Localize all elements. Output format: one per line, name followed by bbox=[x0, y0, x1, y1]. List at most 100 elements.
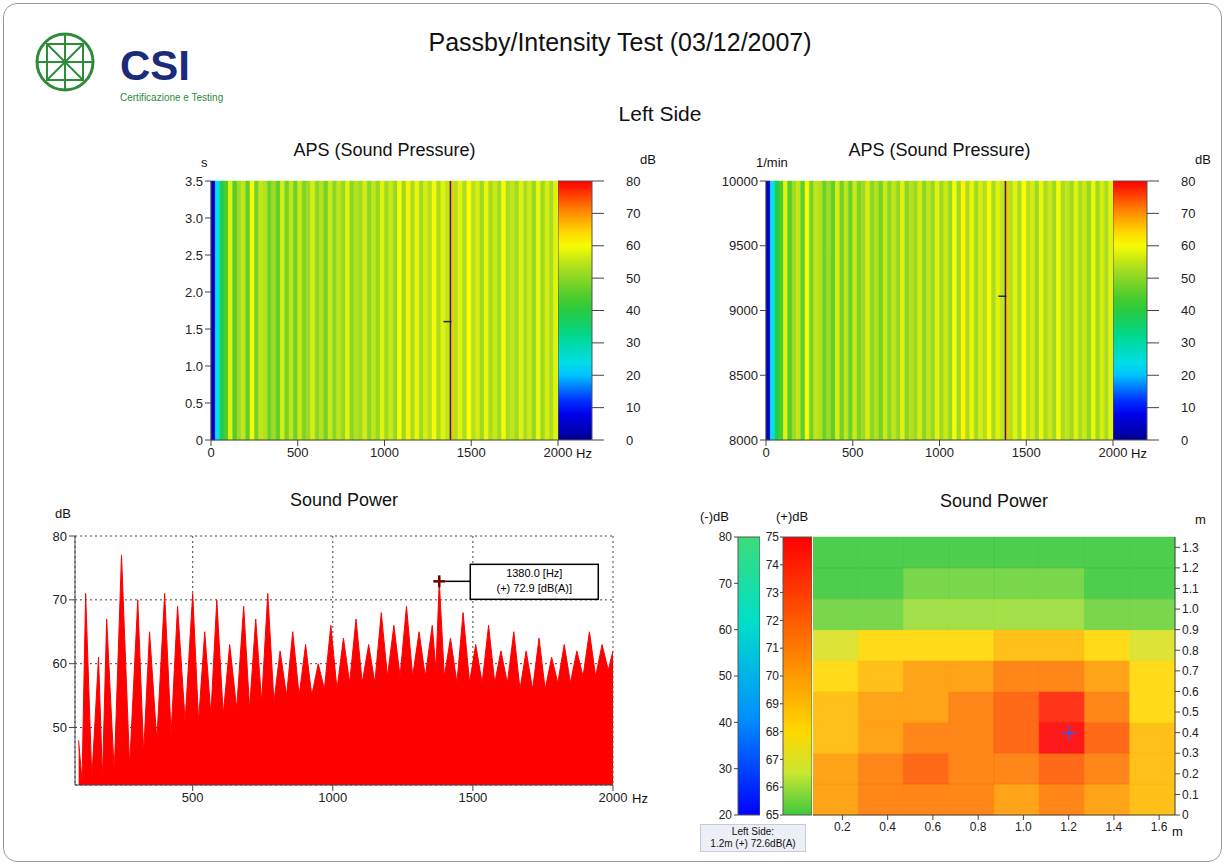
html-text:CSI: CSI bbox=[120, 42, 190, 89]
svg-text:1.0: 1.0 bbox=[185, 359, 203, 374]
svg-text:1.5: 1.5 bbox=[185, 322, 203, 337]
svg-text:70: 70 bbox=[766, 669, 780, 683]
svg-text:0.2: 0.2 bbox=[1182, 767, 1199, 781]
svg-text:(+) 72.9 [dB(A)]: (+) 72.9 [dB(A)] bbox=[497, 582, 573, 594]
svg-text:50: 50 bbox=[53, 720, 67, 735]
svg-text:66: 66 bbox=[766, 780, 780, 794]
svg-text:80: 80 bbox=[53, 529, 67, 544]
svg-text:70: 70 bbox=[626, 206, 640, 221]
svg-text:65: 65 bbox=[766, 808, 780, 822]
html-text:APS (Sound Pressure): APS (Sound Pressure) bbox=[848, 140, 1031, 160]
svg-text:500: 500 bbox=[287, 445, 309, 460]
svg-text:0.2: 0.2 bbox=[834, 820, 851, 834]
svg-text:0.1: 0.1 bbox=[1182, 788, 1199, 802]
svg-text:0.3: 0.3 bbox=[1182, 746, 1199, 760]
svg-text:20: 20 bbox=[1181, 368, 1195, 383]
svg-text:50: 50 bbox=[1181, 271, 1195, 286]
html-text:Sound Power: Sound Power bbox=[290, 490, 398, 510]
svg-text:1000: 1000 bbox=[370, 445, 399, 460]
svg-text:60: 60 bbox=[53, 656, 67, 671]
svg-text:10: 10 bbox=[626, 400, 640, 415]
svg-text:50: 50 bbox=[626, 271, 640, 286]
svg-text:50: 50 bbox=[719, 669, 733, 683]
svg-text:1.6: 1.6 bbox=[1151, 820, 1168, 834]
svg-text:20: 20 bbox=[626, 368, 640, 383]
svg-text:0.4: 0.4 bbox=[1182, 726, 1199, 740]
html-text:Sound Power: Sound Power bbox=[940, 491, 1048, 511]
svg-text:9000: 9000 bbox=[729, 303, 758, 318]
svg-text:20: 20 bbox=[719, 808, 733, 822]
svg-text:0.6: 0.6 bbox=[925, 820, 942, 834]
svg-text:1.0: 1.0 bbox=[1182, 602, 1199, 616]
svg-text:0.6: 0.6 bbox=[1182, 685, 1199, 699]
svg-text:71: 71 bbox=[766, 641, 780, 655]
svg-text:2.0: 2.0 bbox=[185, 285, 203, 300]
svg-text:73: 73 bbox=[766, 586, 780, 600]
svg-text:40: 40 bbox=[1181, 303, 1195, 318]
svg-text:74: 74 bbox=[766, 558, 780, 572]
svg-text:1500: 1500 bbox=[457, 445, 486, 460]
svg-text:0.5: 0.5 bbox=[1182, 705, 1199, 719]
svg-text:2000: 2000 bbox=[544, 445, 573, 460]
svg-text:9500: 9500 bbox=[729, 238, 758, 253]
svg-text:1500: 1500 bbox=[1012, 445, 1041, 460]
svg-text:1.4: 1.4 bbox=[1106, 820, 1123, 834]
svg-text:1000: 1000 bbox=[318, 790, 347, 805]
svg-text:1.0: 1.0 bbox=[1015, 820, 1032, 834]
svg-text:30: 30 bbox=[1181, 335, 1195, 350]
svg-text:1.2: 1.2 bbox=[1182, 561, 1199, 575]
svg-text:8500: 8500 bbox=[729, 368, 758, 383]
svg-text:2000: 2000 bbox=[1099, 445, 1128, 460]
svg-text:67: 67 bbox=[766, 753, 780, 767]
svg-text:0: 0 bbox=[1181, 433, 1188, 448]
svg-text:75: 75 bbox=[766, 530, 780, 544]
svg-text:2.5: 2.5 bbox=[185, 248, 203, 263]
svg-text:500: 500 bbox=[842, 445, 864, 460]
svg-text:68: 68 bbox=[766, 725, 780, 739]
svg-text:70: 70 bbox=[53, 592, 67, 607]
html-text:Left Side: Left Side bbox=[618, 102, 702, 125]
svg-text:69: 69 bbox=[766, 697, 780, 711]
svg-text:0.7: 0.7 bbox=[1182, 664, 1199, 678]
svg-text:0.8: 0.8 bbox=[1182, 644, 1199, 658]
svg-text:70: 70 bbox=[719, 577, 733, 591]
svg-text:30: 30 bbox=[719, 762, 733, 776]
svg-text:0: 0 bbox=[762, 445, 769, 460]
svg-text:1000: 1000 bbox=[925, 445, 954, 460]
svg-text:3.0: 3.0 bbox=[185, 211, 203, 226]
svg-text:0: 0 bbox=[207, 445, 214, 460]
svg-text:40: 40 bbox=[719, 716, 733, 730]
html-text:APS (Sound Pressure): APS (Sound Pressure) bbox=[293, 140, 476, 160]
svg-text:60: 60 bbox=[626, 238, 640, 253]
svg-text:2000: 2000 bbox=[599, 790, 628, 805]
svg-text:1.2: 1.2 bbox=[1060, 820, 1077, 834]
svg-text:0.5: 0.5 bbox=[185, 396, 203, 411]
svg-text:30: 30 bbox=[626, 335, 640, 350]
svg-text:60: 60 bbox=[1181, 238, 1195, 253]
svg-text:72: 72 bbox=[766, 614, 780, 628]
svg-text:10000: 10000 bbox=[722, 174, 758, 189]
svg-text:80: 80 bbox=[626, 174, 640, 189]
html-text:Hz: Hz bbox=[576, 446, 592, 461]
html-text:dB: dB bbox=[640, 152, 656, 167]
svg-text:3.5: 3.5 bbox=[185, 174, 203, 189]
svg-text:60: 60 bbox=[719, 623, 733, 637]
svg-text:0: 0 bbox=[626, 433, 633, 448]
svg-text:1500: 1500 bbox=[458, 790, 487, 805]
svg-text:40: 40 bbox=[626, 303, 640, 318]
svg-text:10: 10 bbox=[1181, 400, 1195, 415]
svg-text:0: 0 bbox=[196, 433, 203, 448]
svg-text:70: 70 bbox=[1181, 206, 1195, 221]
svg-text:80: 80 bbox=[1181, 174, 1195, 189]
svg-text:0: 0 bbox=[1182, 808, 1189, 822]
svg-text:1.3: 1.3 bbox=[1182, 541, 1199, 555]
svg-text:8000: 8000 bbox=[729, 433, 758, 448]
svg-text:0.4: 0.4 bbox=[879, 820, 896, 834]
svg-text:1.1: 1.1 bbox=[1182, 582, 1199, 596]
svg-text:0.8: 0.8 bbox=[970, 820, 987, 834]
html-text:Passby/Intensity Test (03/12/2: Passby/Intensity Test (03/12/2007) bbox=[428, 28, 812, 56]
svg-text:500: 500 bbox=[182, 790, 204, 805]
svg-text:1380.0 [Hz]: 1380.0 [Hz] bbox=[506, 567, 562, 579]
svg-text:80: 80 bbox=[719, 530, 733, 544]
svg-text:0.9: 0.9 bbox=[1182, 623, 1199, 637]
